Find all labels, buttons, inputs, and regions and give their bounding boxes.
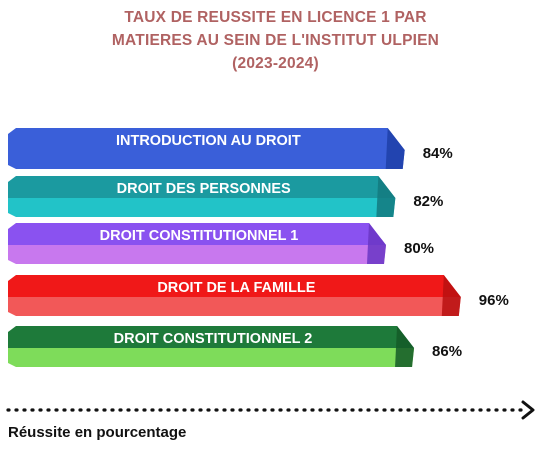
chart-title: TAUX DE REUSSITE EN LICENCE 1 PAR MATIER…	[0, 6, 551, 75]
value-label-4: 96%	[479, 292, 509, 309]
bar-front-2	[8, 198, 396, 217]
bar-tip-5	[395, 326, 415, 367]
value-label-3: 80%	[404, 240, 434, 257]
bar-top-3	[8, 223, 386, 245]
bar-label-2: DROIT DES PERSONNES	[117, 181, 291, 197]
bar-front-5	[8, 348, 415, 367]
bar-top-1	[8, 128, 405, 150]
value-label-5: 86%	[432, 343, 462, 360]
value-label-1: 84%	[423, 145, 453, 162]
bar-tip-3	[367, 223, 386, 264]
bar-front-3	[8, 245, 386, 264]
x-axis-arrowhead-icon	[521, 400, 535, 420]
chart-title-line-2: MATIERES AU SEIN DE L'INSTITUT ULPIEN	[111, 32, 440, 49]
bar-label-1: INTRODUCTION AU DROIT	[116, 133, 301, 149]
value-label-2: 82%	[413, 193, 443, 210]
bar-tip-1	[385, 128, 405, 169]
bar-label-4: DROIT DE LA FAMILLE	[157, 280, 315, 296]
bar-front-1	[8, 150, 405, 169]
bar-top-4	[8, 275, 461, 297]
bar-label-5: DROIT CONSTITUTIONNEL 2	[114, 331, 313, 347]
x-axis-label: Réussite en pourcentage	[8, 424, 187, 441]
bar-front-4	[8, 297, 461, 316]
chart-title-line-1: TAUX DE REUSSITE EN LICENCE 1 PAR	[124, 9, 427, 26]
bar-label-3: DROIT CONSTITUTIONNEL 1	[100, 228, 299, 244]
bar-tip-2	[376, 176, 396, 217]
bar-top-5	[8, 326, 415, 348]
bar-tip-4	[441, 275, 461, 316]
bar-top-2	[8, 176, 396, 198]
chart-title-line-3: (2023-2024)	[232, 55, 319, 72]
